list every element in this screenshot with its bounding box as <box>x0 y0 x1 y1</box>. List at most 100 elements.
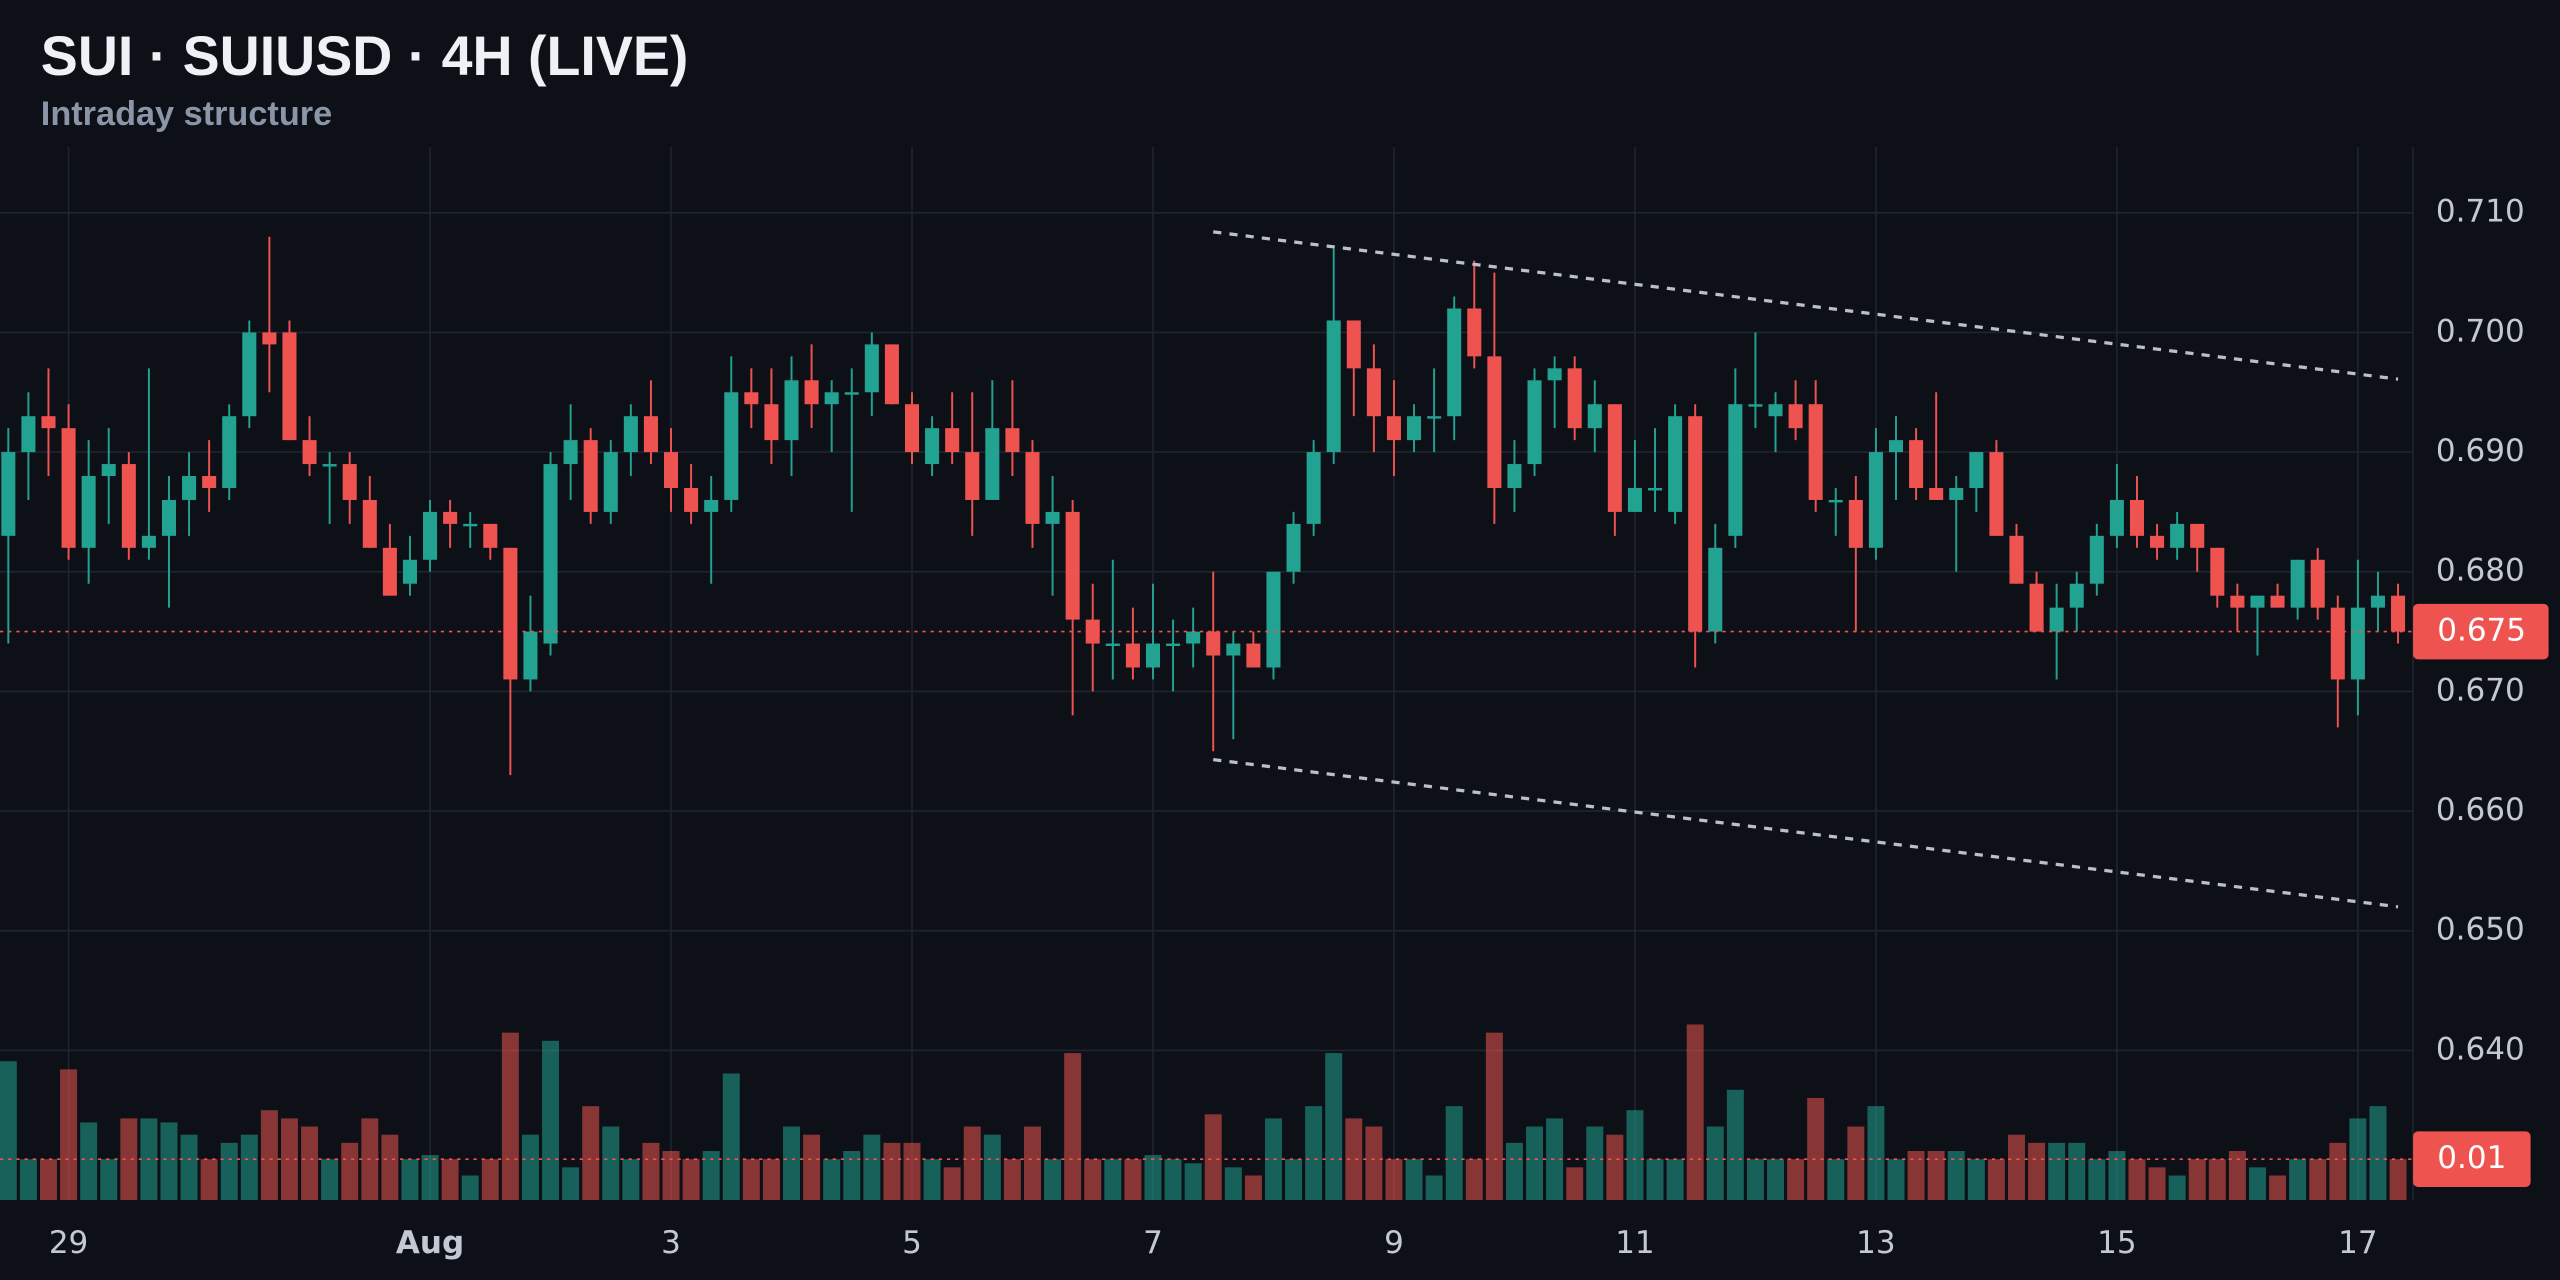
candle-body <box>362 499 377 548</box>
volume-bar <box>923 1159 941 1200</box>
x-tick-label: 11 <box>1615 1225 1654 1261</box>
volume-bar <box>240 1134 258 1200</box>
volume-bar <box>1746 1159 1764 1200</box>
candle-body <box>1025 452 1040 524</box>
candle-body <box>1005 428 1020 453</box>
volume-bar <box>863 1134 881 1200</box>
volume-bar <box>582 1106 600 1200</box>
volume-bar <box>160 1122 178 1200</box>
volume-bar <box>501 1032 519 1200</box>
candle-body <box>21 416 36 453</box>
volume-bar <box>1867 1106 1885 1200</box>
candle-body <box>523 631 538 680</box>
candle-body <box>1708 547 1723 632</box>
candle-body <box>2310 559 2325 608</box>
chart-title: SUI · SUIUSD · 4H (LIVE) <box>41 25 689 87</box>
volume-bar <box>943 1167 961 1200</box>
candle-body <box>2029 583 2044 632</box>
candle-body <box>945 428 960 453</box>
volume-bar <box>1124 1159 1142 1200</box>
y-tick-label: 0.700 <box>2436 313 2525 349</box>
candle-body <box>463 523 478 527</box>
volume-bar <box>1204 1114 1222 1200</box>
volume-bar <box>1305 1106 1323 1200</box>
candle-body <box>2190 523 2205 548</box>
candle-body <box>1949 487 1964 500</box>
candle-body <box>2330 607 2345 680</box>
candle-body <box>1527 380 1542 465</box>
volume-bar <box>2148 1167 2166 1200</box>
candle-body <box>1909 440 1924 488</box>
candle-body <box>161 499 176 536</box>
candle-body <box>1929 487 1944 500</box>
volume-bar <box>1024 1126 1041 1200</box>
volume-bar <box>722 1073 740 1200</box>
candle-body <box>121 464 136 548</box>
y-tick-label: 0.650 <box>2436 912 2525 948</box>
candle-body <box>1206 631 1221 656</box>
y-tick-label: 0.710 <box>2436 194 2525 230</box>
volume-bar <box>2048 1142 2066 1200</box>
candle-body <box>1868 452 1883 548</box>
last-volume-label: 0.01 <box>2437 1140 2506 1176</box>
candle-body <box>1467 308 1482 357</box>
candle-body <box>1587 404 1602 429</box>
volume-bar <box>1465 1159 1483 1200</box>
candle-body <box>2009 535 2024 584</box>
volume-bar <box>1325 1053 1343 1200</box>
x-tick-label: 13 <box>1856 1225 1895 1261</box>
candle-body <box>1627 487 1642 512</box>
volume-bar <box>1485 1032 1503 1200</box>
candle-body <box>563 440 578 465</box>
volume-bar <box>562 1167 580 1200</box>
volume-bar <box>2269 1175 2287 1200</box>
candle-body <box>1186 631 1201 644</box>
candle-body <box>583 440 598 512</box>
candle-body <box>2129 499 2144 536</box>
volume-bar <box>1365 1126 1383 1200</box>
volume-bar <box>260 1110 278 1200</box>
candle-body <box>1828 499 1843 503</box>
candle-body <box>904 404 920 453</box>
y-tick-label: 0.680 <box>2436 553 2525 589</box>
candle-body <box>2391 595 2406 632</box>
x-tick-label: 3 <box>661 1225 681 1261</box>
volume-bar <box>481 1159 499 1200</box>
candle-body <box>222 416 237 488</box>
volume-bar <box>200 1159 218 1200</box>
candle-body <box>1808 404 1823 500</box>
volume-bar <box>1787 1159 1805 1200</box>
volume-bar <box>180 1134 198 1200</box>
candle-body <box>382 547 397 596</box>
volume-bar <box>40 1159 57 1200</box>
volume-bar <box>1927 1151 1945 1200</box>
volume-bar <box>441 1159 459 1200</box>
candle-body <box>1607 404 1622 512</box>
trendline <box>1213 758 2399 909</box>
volume-bar <box>1887 1159 1905 1200</box>
volume-bar <box>983 1134 1001 1200</box>
grid <box>0 146 2414 1200</box>
candle-body <box>985 428 1000 500</box>
candle-body <box>2170 523 2185 548</box>
volume-bar <box>2389 1159 2407 1200</box>
volume-bar <box>742 1159 760 1200</box>
volume-bar <box>2128 1159 2146 1200</box>
x-tick-label: 7 <box>1143 1225 1163 1261</box>
volume-bar <box>1244 1175 1262 1200</box>
volume-bar <box>220 1142 238 1200</box>
volume-bar <box>1686 1024 1704 1200</box>
candle-body <box>965 452 980 500</box>
candle-body <box>1045 511 1060 524</box>
x-tick-label: 5 <box>902 1225 922 1261</box>
volume-bar <box>783 1126 800 1200</box>
candle-body <box>1366 368 1381 417</box>
overlays: 0.675 0.01 <box>0 230 2549 1187</box>
volume-bar <box>301 1126 319 1200</box>
candle-body <box>2370 595 2385 608</box>
volume-bar <box>0 1061 17 1200</box>
y-tick-label: 0.670 <box>2436 672 2525 708</box>
volume-bar <box>461 1175 479 1200</box>
candle-body <box>744 392 759 405</box>
